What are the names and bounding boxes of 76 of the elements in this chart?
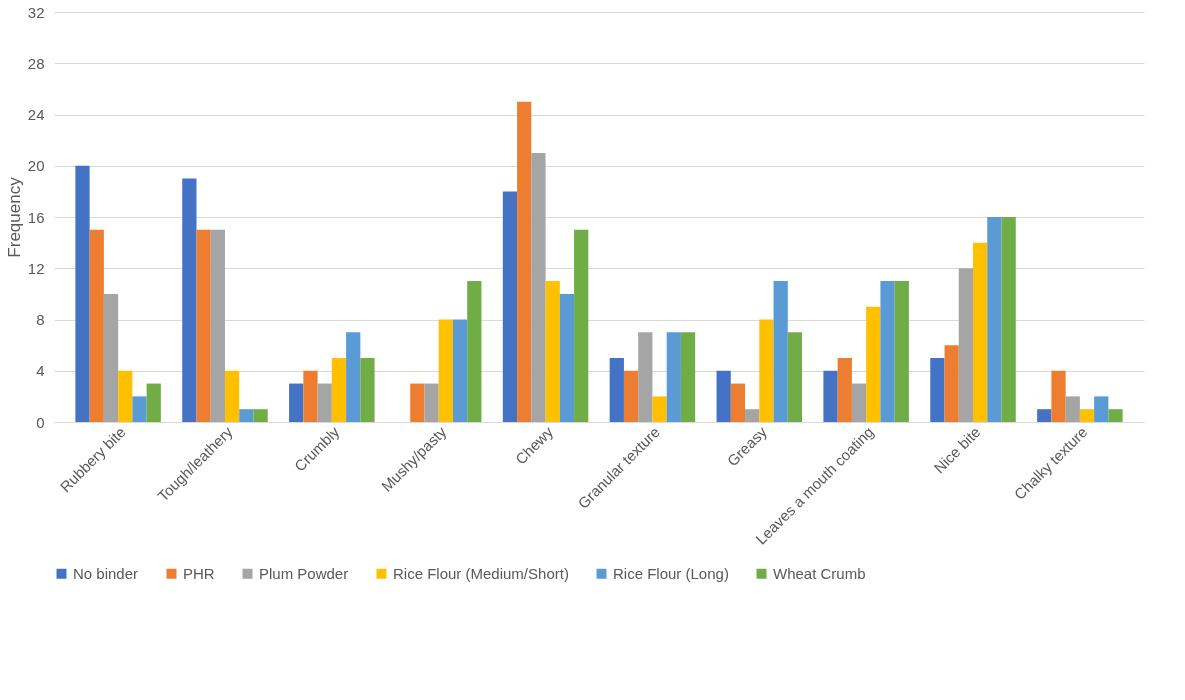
bar xyxy=(623,370,639,422)
bar xyxy=(331,357,347,422)
bar xyxy=(438,319,453,422)
bar xyxy=(973,242,988,422)
bar xyxy=(730,383,746,422)
bar xyxy=(360,357,375,422)
legend-label: Wheat Crumb xyxy=(773,564,866,582)
bar xyxy=(880,281,895,422)
y-tick-label: 0 xyxy=(36,413,45,431)
legend-label: Plum Powder xyxy=(259,564,349,582)
bar xyxy=(75,165,90,422)
y-axis-title: Frequency xyxy=(4,176,24,258)
bar xyxy=(609,357,624,422)
legend-label: PHR xyxy=(183,564,215,582)
bar xyxy=(1001,217,1016,422)
bar xyxy=(346,332,361,422)
y-tick-label: 4 xyxy=(36,362,45,380)
bar xyxy=(1094,396,1109,422)
y-tick-label: 20 xyxy=(27,157,45,175)
bar xyxy=(1037,409,1052,422)
y-tick-label: 28 xyxy=(27,54,45,72)
bar xyxy=(680,332,696,422)
bar xyxy=(559,293,575,422)
bar xyxy=(958,268,974,422)
bar xyxy=(1051,370,1066,422)
bar xyxy=(716,370,731,422)
bar xyxy=(196,229,211,422)
bar xyxy=(987,217,1002,422)
bar xyxy=(224,370,240,422)
bar xyxy=(452,319,468,422)
bar xyxy=(666,332,681,422)
bar xyxy=(502,191,518,422)
bar xyxy=(410,383,425,422)
bar xyxy=(894,281,909,422)
bar xyxy=(239,409,254,422)
bar xyxy=(118,370,133,422)
y-tick-label: 24 xyxy=(27,106,45,123)
bar xyxy=(253,409,268,422)
legend-label: Rice Flour (Medium/Short) xyxy=(393,564,569,582)
y-tick-label: 32 xyxy=(27,3,45,21)
bar xyxy=(545,281,560,422)
bar xyxy=(531,152,546,422)
bar xyxy=(424,383,439,422)
bar xyxy=(467,281,482,422)
bar xyxy=(146,383,161,422)
bar xyxy=(210,229,225,422)
bar xyxy=(787,332,803,422)
bar xyxy=(638,332,653,422)
bar xyxy=(745,409,760,422)
bar xyxy=(517,101,532,422)
y-tick-label: 8 xyxy=(36,311,45,328)
x-tick-label: Nice bite xyxy=(930,423,984,477)
bar xyxy=(773,281,788,422)
bar xyxy=(944,345,959,422)
legend-label: No binder xyxy=(73,564,139,582)
bar xyxy=(1079,409,1095,422)
bar xyxy=(823,370,838,422)
bar xyxy=(759,319,774,422)
bar xyxy=(182,178,197,422)
bar xyxy=(866,306,881,422)
bar xyxy=(132,396,147,422)
legend-label: Rice Flour (Long) xyxy=(613,564,729,582)
bar xyxy=(289,383,304,422)
bar xyxy=(1065,396,1080,422)
bar xyxy=(652,396,667,422)
bar xyxy=(930,357,945,422)
bar xyxy=(89,229,104,422)
bar xyxy=(851,383,867,422)
bar xyxy=(837,357,852,422)
y-tick-label: 12 xyxy=(27,259,45,277)
bar xyxy=(317,383,332,422)
y-tick-label: 16 xyxy=(27,208,45,226)
bar xyxy=(103,293,119,422)
bar xyxy=(574,229,589,422)
bar xyxy=(303,370,318,422)
bar xyxy=(1108,409,1123,422)
